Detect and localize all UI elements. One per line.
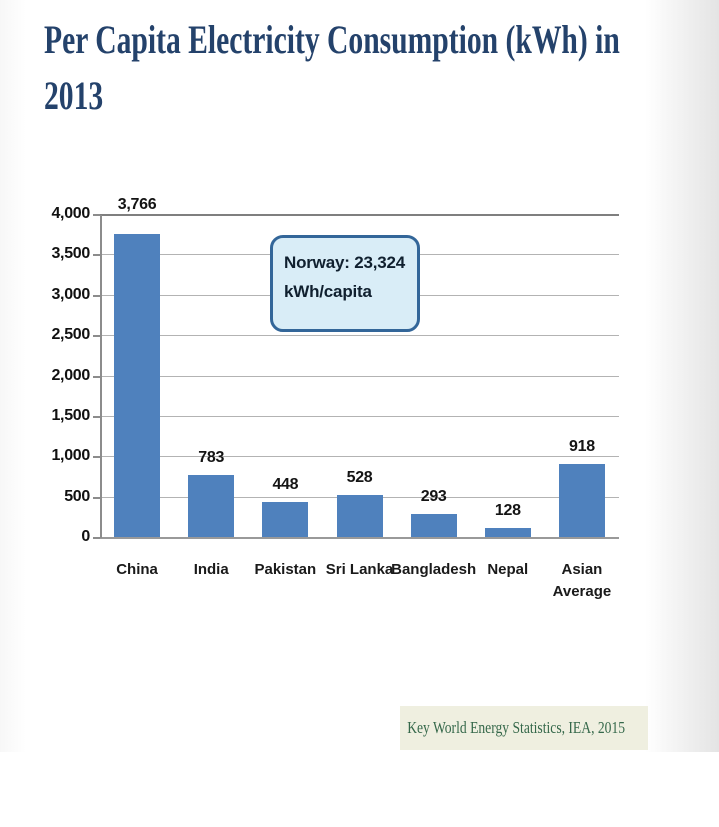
category-label-india: India: [193, 561, 229, 578]
page-title-line2: 2013: [44, 73, 104, 118]
category-label-nepal: Nepal: [487, 561, 529, 578]
page-title: Per Capita Electricity Consumption (kWh)…: [44, 12, 620, 124]
category-label-bangladesh: Bangladesh: [391, 561, 477, 578]
category-label-pakistan: Pakistan: [254, 561, 317, 578]
gridline-2500: [100, 335, 619, 337]
value-label-nepal: 128: [494, 501, 521, 519]
source-citation: Key World Energy Statistics, IEA, 2015: [400, 706, 648, 750]
y-axis-tick-label: 0: [81, 528, 90, 545]
bar-bangladesh: [410, 514, 457, 537]
bar-asian-average: [558, 463, 605, 537]
bar-china: [114, 233, 161, 537]
y-axis-tick-label: 2,500: [51, 326, 90, 344]
y-axis-tick: [93, 294, 100, 297]
source-citation-text: Key World Energy Statistics, IEA, 2015: [407, 718, 626, 737]
y-axis-tick: [93, 537, 100, 539]
y-axis-tick-label: 2,000: [51, 366, 90, 384]
bar-sri-lanka: [336, 495, 383, 537]
norway-annotation-line2: kWh/capita: [284, 282, 372, 301]
y-axis-tick-label: 500: [64, 487, 90, 505]
y-axis-tick: [93, 254, 100, 257]
value-label-bangladesh: 293: [420, 488, 447, 506]
y-axis-tick: [93, 375, 100, 378]
norway-annotation-line1: Norway: 23,324: [284, 253, 405, 272]
bar-pakistan: [262, 501, 309, 537]
y-axis-tick-label: 1,000: [51, 447, 90, 465]
category-label-china: China: [116, 561, 158, 578]
value-label-china: 3,766: [117, 196, 157, 213]
y-axis-tick: [93, 335, 100, 338]
bar-india: [188, 474, 235, 537]
y-axis-tick: [93, 496, 100, 499]
category-label-sri-lanka: Sri Lanka: [325, 561, 394, 578]
right-edge-shading: [645, 0, 719, 752]
gridline-0: [100, 537, 619, 539]
y-axis-tick-label: 3,000: [51, 285, 90, 303]
norway-annotation-callout: Norway: 23,324 kWh/capita: [270, 235, 420, 332]
value-label-sri-lanka: 528: [346, 469, 373, 487]
y-axis-tick-label: 4,000: [51, 205, 90, 222]
category-label-asian-average: Asian Average: [552, 561, 612, 600]
y-axis-tick: [93, 214, 100, 216]
bar-nepal: [484, 527, 531, 537]
gridline-2000: [100, 375, 619, 377]
gridline-4000: [100, 214, 619, 216]
y-axis-tick-label: 1,500: [51, 406, 90, 424]
value-label-pakistan: 448: [272, 475, 299, 493]
gridline-1500: [100, 415, 619, 417]
gridline-1000: [100, 456, 619, 458]
left-edge-shading: [0, 0, 26, 752]
y-axis-tick-label: 3,500: [51, 245, 90, 263]
y-axis-tick: [93, 456, 100, 459]
value-label-asian-average: 918: [569, 437, 595, 455]
y-axis-tick: [93, 415, 100, 418]
y-axis-line: [100, 215, 102, 538]
page-title-line1: Per Capita Electricity Consumption (kWh)…: [44, 17, 620, 62]
value-label-india: 783: [198, 448, 225, 466]
